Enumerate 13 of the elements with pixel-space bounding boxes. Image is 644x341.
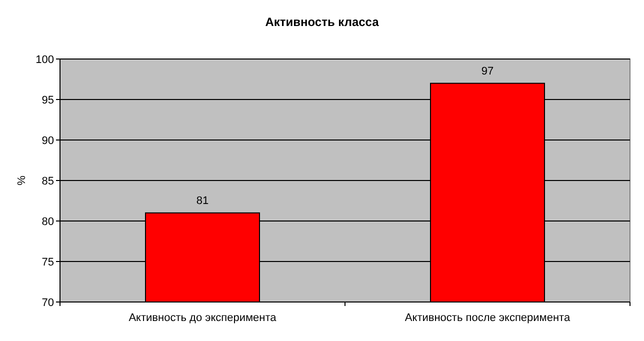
data-label: 81 bbox=[196, 194, 209, 207]
y-tick-label: 85 bbox=[42, 175, 54, 188]
y-tick-label: 95 bbox=[42, 94, 54, 106]
y-tick-label: 90 bbox=[42, 134, 54, 147]
y-axis-title: % bbox=[16, 175, 28, 186]
x-tick-label: Активность после эксперимента bbox=[404, 312, 571, 324]
y-tick-label: 80 bbox=[42, 216, 54, 228]
x-tick-label: Активность до эксперимента bbox=[128, 312, 278, 324]
data-label: 97 bbox=[481, 65, 494, 78]
y-tick-label: 75 bbox=[42, 256, 54, 268]
y-tick-label: 70 bbox=[42, 296, 54, 309]
chart-title: Активность класса bbox=[265, 15, 380, 29]
y-tick-label: 100 bbox=[36, 54, 54, 66]
